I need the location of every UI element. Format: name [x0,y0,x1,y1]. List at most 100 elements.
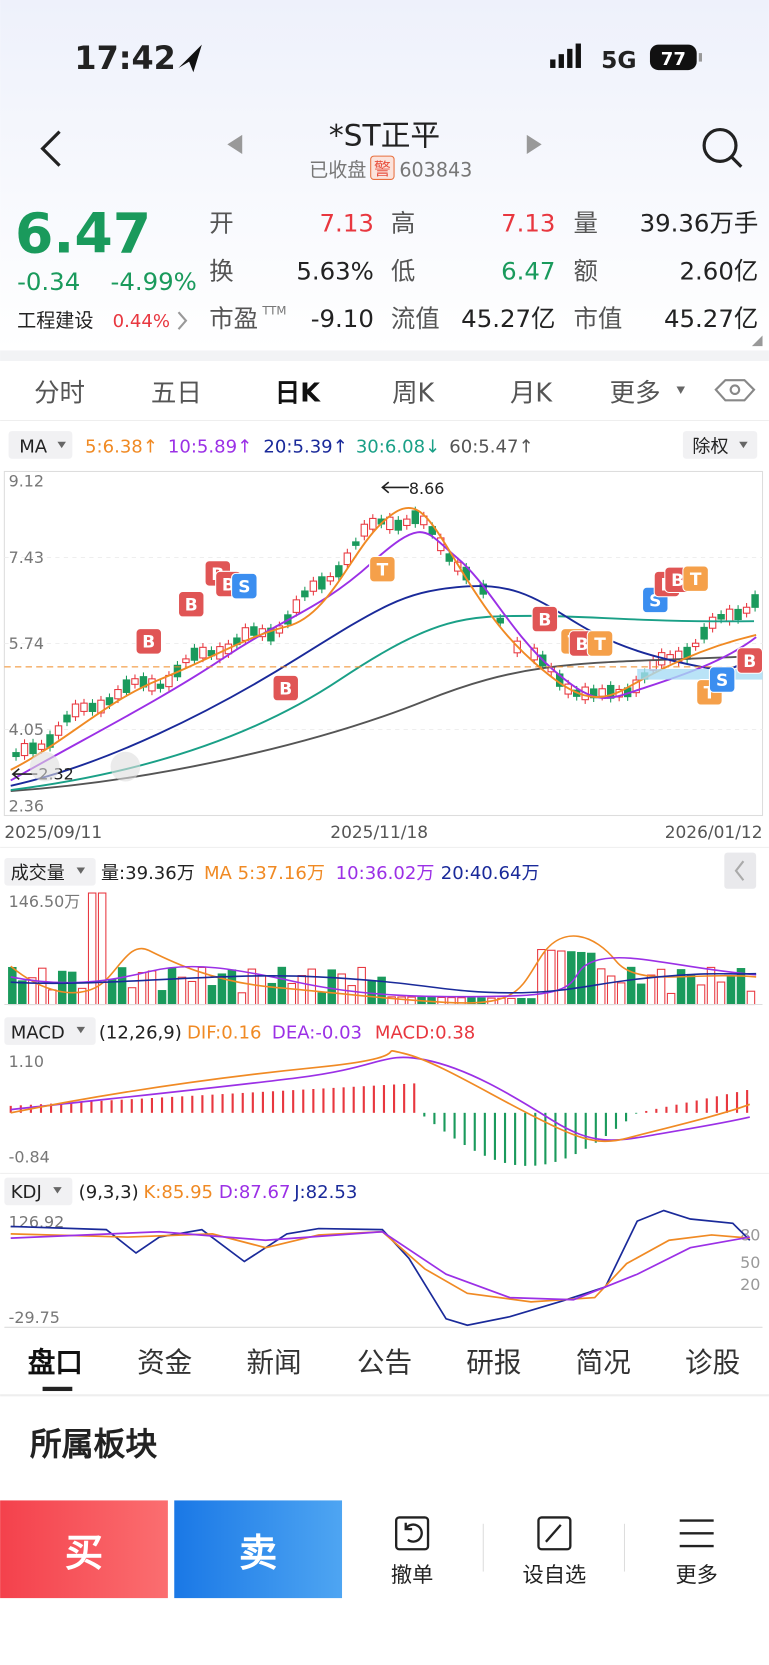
field-label: 开 [209,208,233,237]
action-label[interactable]: 更多 [675,1563,717,1588]
prev[interactable] [227,134,243,154]
settings[interactable] [714,379,756,402]
tab[interactable]: 周K [392,378,435,408]
stock-name: *ST正平 [329,118,440,153]
kdj-level: 50 [740,1253,760,1272]
vol-bar [8,966,17,1006]
macd-title: MACD [11,1023,65,1044]
signal-label: T [690,570,702,590]
vol-bar [107,979,117,1006]
vol-bar [696,984,706,1006]
candle [700,626,708,640]
vol-bar [18,980,27,1006]
signal-marker [177,590,205,618]
search[interactable] [702,127,738,163]
vol-ma [10,935,757,1004]
field-label: 高 [391,208,415,237]
tab[interactable]: 分时 [34,378,85,408]
bottom-tab[interactable]: 诊股 [685,1346,740,1379]
battery-level: 77 [661,49,686,70]
nav-right[interactable] [110,751,141,782]
bottom-tab[interactable]: 盘口 [28,1346,83,1379]
tab[interactable]: 五日 [151,378,202,408]
signal-marker [708,666,736,693]
vol-bar [616,982,626,1006]
candle [403,518,411,526]
macd-box[interactable] [4,1017,96,1045]
tab[interactable]: 更多 [610,378,661,408]
signal-label: B [538,610,551,630]
caret [53,1187,62,1194]
signal-marker [586,630,614,657]
vol-title: 成交量 [11,863,65,884]
zone [637,668,763,680]
signal-label: B [743,652,756,672]
macd-lines [10,1050,751,1143]
signal-icon [550,43,581,68]
market-state: 已收盘 [309,158,366,181]
vol-bar [666,992,676,1006]
bottom-tab[interactable]: 资金 [137,1346,192,1379]
adjust-box[interactable] [682,431,758,459]
ma-item: 30:6.08↓ [356,436,440,457]
vol-bar [646,974,656,1006]
next[interactable] [526,134,542,154]
field-value: 6.47 [501,256,555,285]
tab[interactable]: 日K [275,378,321,408]
action-label[interactable]: 设自选 [523,1563,587,1588]
collapse-icon [734,860,745,881]
sell[interactable] [174,1500,343,1599]
candle [12,752,20,758]
stock-code: 603843 [399,158,472,181]
signal-marker [272,674,300,702]
vol-bar [167,967,177,1006]
vol-box[interactable] [4,857,96,886]
back[interactable] [40,130,61,167]
vol-bar [317,992,326,1006]
candle [326,576,335,582]
kdj-box[interactable] [4,1177,73,1206]
signal-label: B [279,679,292,699]
vol-bar [97,892,107,1006]
vol-bar [636,983,646,1006]
buy[interactable] [0,1500,168,1599]
candle [182,658,190,664]
action-items: 撤单 设自选 更多 [391,1563,718,1588]
candle [131,678,139,685]
tab[interactable]: 月K [510,378,553,408]
signal-label: S [716,671,728,691]
tab-underline [42,1386,73,1392]
field-label: 流值 [391,304,440,333]
kdj-params: (9,3,3) [79,1182,139,1203]
vol-bar [327,969,336,1006]
macd-axis-bottom: -0.84 [9,1148,50,1167]
ma-item: 5:6.38↑ [85,436,158,457]
vol-bar [746,990,756,1006]
field-sup: TTM [261,303,286,317]
vol-bar [127,987,137,1006]
bottom-tab[interactable]: 研报 [466,1346,521,1379]
kdj-item: D:87.67 [219,1182,291,1203]
candle [88,702,97,712]
bottom-tab[interactable]: 新闻 [246,1346,301,1379]
field-value: 45.27亿 [664,304,758,333]
macd-item: DIF:0.16 [187,1023,261,1044]
candle [105,697,114,706]
vol-bar [507,997,516,1006]
divider [0,350,769,362]
signal-marker [682,565,709,592]
caret [57,441,66,449]
action-icons [395,1516,714,1551]
ma-item: 20:5.39↑ [263,436,347,457]
date-label: 2025/09/11 [4,823,102,843]
bottom-tab[interactable]: 公告 [357,1346,412,1379]
signals: BBBBSBTBTBTSBBTTSB [135,555,764,706]
collapse[interactable] [724,852,757,889]
bottom-tab[interactable]: 简况 [576,1346,631,1379]
ma-box[interactable] [8,431,73,459]
nav-left[interactable] [29,751,60,782]
candle [742,606,751,614]
kdj-level: 80 [740,1225,760,1244]
field-label: 低 [391,256,415,285]
action-label[interactable]: 撤单 [391,1563,433,1588]
